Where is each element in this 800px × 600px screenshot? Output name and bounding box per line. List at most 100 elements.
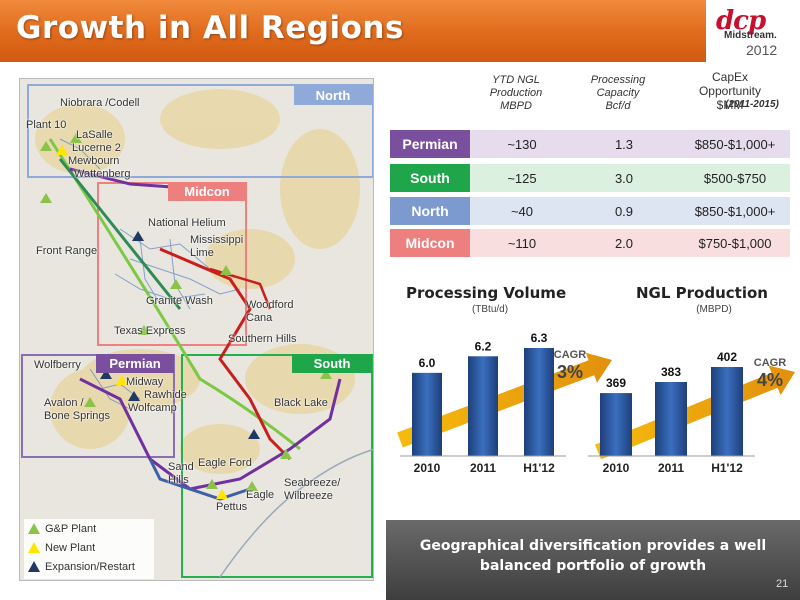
cagr-value: 4% [757, 370, 783, 390]
label-wolfcamp: Wolfcamp [128, 402, 177, 414]
row-name: Midcon [390, 229, 470, 257]
cell-capex: $750-$1,000 [698, 235, 772, 251]
bar-value-label: 6.3 [531, 331, 548, 345]
label-mississippi-lime: Mississippi Lime [190, 234, 244, 259]
page-title: Growth in All Regions [16, 10, 404, 46]
region-tag-midcon: Midcon [168, 182, 246, 201]
logo-mark: dcp [716, 6, 766, 36]
map-legend: G&P Plant New Plant Expansion/Restart [24, 519, 154, 579]
row-name: North [390, 197, 470, 225]
category-label: 2010 [603, 461, 630, 475]
label-mewbourn: Mewbourn [68, 155, 120, 167]
cell-capex: $500-$750 [703, 170, 767, 186]
cell-proc: 0.9 [614, 203, 634, 219]
label-eagle: Eagle [246, 489, 275, 501]
bar-2011 [655, 382, 687, 456]
cell-ngl: ~125 [507, 170, 537, 186]
label-southern-hills: Southern Hills [228, 333, 297, 345]
row-name: Permian [390, 130, 470, 158]
cagr-arrow [397, 352, 612, 448]
chart-subtitle-processing: (TBtu/d) [471, 304, 509, 315]
region-tag-north: North [294, 86, 372, 105]
cagr-value: 3% [557, 362, 583, 382]
legend-gp-plant: G&P Plant [24, 519, 154, 538]
label-lucerne: Lucerne 2 [72, 142, 121, 154]
label-black-lake: Black Lake [274, 397, 328, 409]
bar-value-label: 6.2 [475, 339, 492, 353]
label-sand-hills: Sand Hills [168, 461, 194, 486]
cagr-arrow [594, 365, 795, 460]
bar-2010 [600, 393, 632, 456]
label-rawhide: Rawhide [144, 389, 187, 401]
bar-2010 [412, 372, 442, 456]
category-label: H1'12 [711, 461, 743, 475]
label-national-helium: National Helium [148, 217, 226, 229]
chart-title-processing: Processing Volume [406, 284, 567, 302]
cell-ngl: ~130 [507, 136, 537, 152]
region-tag-permian: Permian [96, 354, 174, 373]
red-pipeline [159, 247, 292, 461]
legend-gp-label: G&P Plant [45, 522, 97, 535]
gulf-coast [219, 448, 373, 578]
label-woodford-cana: Woodford Cana [246, 299, 294, 324]
blue-pipeline [148, 458, 251, 501]
label-niobrara: Niobrara /Codell [60, 97, 140, 109]
region-tag-south: South [292, 354, 372, 373]
label-wattenberg: Wattenberg [74, 168, 131, 180]
cell-proc: 1.3 [614, 136, 634, 152]
plant-markers [40, 133, 332, 499]
bar-value-label: 6.0 [419, 356, 436, 370]
label-texas-express: Texas Express [114, 325, 186, 337]
cell-proc: 2.0 [614, 235, 634, 251]
logo-year: 2012 [746, 42, 778, 58]
page-number: 21 [776, 578, 789, 590]
footer-banner: Geographical diversification provides a … [386, 520, 800, 600]
label-granite-wash: Granite Wash [146, 295, 213, 307]
header-bar: Growth in All Regions [0, 0, 800, 62]
bar-2011 [468, 356, 498, 456]
legend-expansion-label: Expansion/Restart [45, 560, 135, 573]
cell-capex: $850-$1,000+ [694, 203, 776, 219]
label-midway: Midway [126, 376, 164, 388]
category-label: H1'12 [523, 461, 555, 475]
header-capex-years: (2011-2015) [725, 99, 779, 110]
green-pipeline-north [58, 158, 182, 310]
legend-expansion: Expansion/Restart [24, 557, 154, 576]
category-label: 2011 [658, 461, 684, 475]
label-wolfberry: Wolfberry [34, 359, 81, 371]
footer-text: Geographical diversification provides a … [419, 538, 767, 574]
bar-value-label: 402 [717, 350, 737, 364]
cell-proc: 3.0 [614, 170, 634, 186]
category-label: 2011 [470, 461, 496, 475]
legend-new-label: New Plant [45, 541, 96, 554]
table-row-north: North ~40 0.9 $850-$1,000+ [390, 197, 790, 225]
bar-H112 [524, 348, 554, 456]
category-label: 2010 [414, 461, 441, 475]
header-capex: CapEx Opportunity $MM [698, 70, 762, 112]
label-plant10: Plant 10 [26, 119, 67, 131]
header-ngl: YTD NGL Production MBPD [489, 74, 543, 112]
label-front-range: Front Range [36, 245, 98, 257]
table-row-midcon: Midcon ~110 2.0 $750-$1,000 [390, 229, 790, 257]
bar-value-label: 383 [661, 365, 681, 379]
south-region-box [181, 354, 373, 578]
table-row-permian: Permian ~130 1.3 $850-$1,000+ [390, 130, 790, 158]
cell-ngl: ~40 [510, 203, 534, 219]
company-logo: dcp Midstream. 2012 [706, 0, 800, 62]
north-region-box [27, 84, 373, 178]
pipeline-map: North Midcon Permian South Niobrara /Cod… [19, 78, 374, 581]
cell-ngl: ~110 [507, 235, 537, 251]
cagr-label: CAGR [754, 357, 786, 369]
chart-title-ngl: NGL Production [636, 284, 768, 302]
chart-subtitle-ngl: (MBPD) [696, 304, 732, 315]
label-lasalle: LaSalle [76, 129, 113, 141]
label-eagle-ford: Eagle Ford [198, 457, 252, 469]
legend-new-plant: New Plant [24, 538, 154, 557]
green-pipeline [48, 138, 301, 451]
cell-capex: $850-$1,000+ [694, 136, 776, 152]
bar-value-label: 369 [606, 376, 626, 390]
expansion-icon [28, 561, 40, 572]
new-plant-icon [28, 542, 40, 553]
label-pettus: Pettus [216, 501, 248, 513]
label-seabreeze: Seabreeze/ Wilbreeze [284, 477, 341, 502]
